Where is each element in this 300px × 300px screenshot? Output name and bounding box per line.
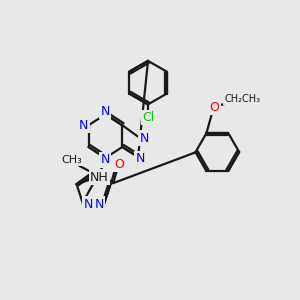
Text: N: N	[79, 119, 88, 132]
Text: O: O	[209, 101, 219, 114]
Text: Cl: Cl	[142, 111, 154, 124]
Text: N: N	[94, 198, 104, 211]
Text: N: N	[101, 153, 110, 167]
Text: CH₂CH₃: CH₂CH₃	[224, 94, 260, 104]
Text: N: N	[140, 132, 149, 145]
Text: NH: NH	[90, 171, 109, 184]
Text: N: N	[101, 105, 110, 118]
Text: N: N	[83, 198, 93, 211]
Text: N: N	[135, 152, 145, 165]
Text: CH₃: CH₃	[61, 155, 82, 165]
Text: O: O	[114, 158, 124, 171]
